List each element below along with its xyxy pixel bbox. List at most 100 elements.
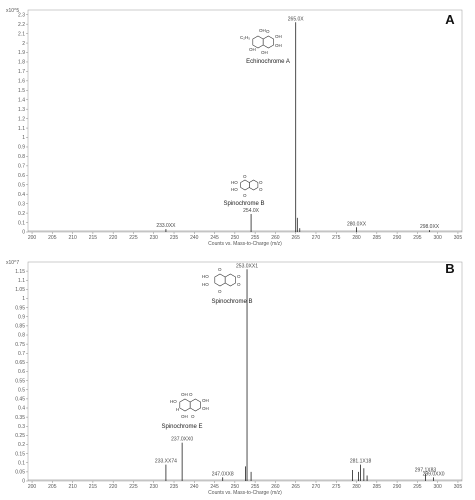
x-tick-label: 225 bbox=[129, 235, 138, 241]
x-tick-label: 235 bbox=[170, 235, 179, 241]
y-tick-label: 0.05 bbox=[15, 470, 25, 476]
x-tick-label: 250 bbox=[231, 484, 240, 490]
x-tick-label: 210 bbox=[68, 235, 77, 241]
svg-text:OH: OH bbox=[202, 398, 209, 403]
svg-text:HO: HO bbox=[202, 274, 209, 279]
svg-text:O: O bbox=[237, 282, 241, 287]
compound-name: Spinochrome B bbox=[211, 299, 252, 305]
svg-text:O: O bbox=[218, 289, 222, 294]
x-tick-label: 240 bbox=[190, 235, 199, 241]
svg-text:OH: OH bbox=[259, 28, 266, 33]
x-tick-label: 240 bbox=[190, 484, 199, 490]
peak-label: 253.0XX1 bbox=[236, 263, 258, 269]
x-tick-label: 295 bbox=[413, 235, 422, 241]
compound-name-secondary: Spinochrome E bbox=[161, 424, 202, 430]
svg-text:O: O bbox=[243, 193, 247, 198]
y-tick-label: 1 bbox=[22, 135, 25, 141]
y-tick-label: 0.1 bbox=[18, 460, 25, 466]
compound-name: Echinochrome A bbox=[246, 59, 290, 65]
y-tick-label: 0.2 bbox=[18, 442, 25, 448]
y-tick-label: 2.1 bbox=[18, 31, 25, 37]
peak-label: 233.XX74 bbox=[155, 459, 177, 465]
x-tick-label: 255 bbox=[251, 484, 260, 490]
y-tick-label: 0.95 bbox=[15, 305, 25, 311]
svg-text:OH: OH bbox=[249, 47, 256, 52]
y-tick-label: 1 bbox=[22, 296, 25, 302]
x-tick-label: 245 bbox=[210, 235, 219, 241]
y-tick-label: 0.7 bbox=[18, 351, 25, 357]
y-tick-label: 0.5 bbox=[18, 182, 25, 188]
x-axis-label: Counts vs. Mass-to-Charge (m/z) bbox=[208, 241, 282, 247]
y-tick-label: 0.3 bbox=[18, 424, 25, 430]
y-tick-label: 1.6 bbox=[18, 79, 25, 85]
x-tick-label: 200 bbox=[28, 484, 37, 490]
y-tick-label: 1.7 bbox=[18, 69, 25, 75]
x-axis-label: Counts vs. Mass-to-Charge (m/z) bbox=[208, 490, 282, 496]
x-tick-label: 215 bbox=[89, 484, 98, 490]
svg-text:OH: OH bbox=[275, 43, 282, 48]
x-tick-label: 290 bbox=[393, 484, 402, 490]
y-tick-label: 1.4 bbox=[18, 97, 25, 103]
y-tick-label: 2.2 bbox=[18, 22, 25, 28]
x-tick-label: 295 bbox=[413, 484, 422, 490]
panel-label: A bbox=[445, 12, 455, 27]
svg-text:OH: OH bbox=[181, 392, 188, 397]
peak-label: 265.0X bbox=[288, 16, 305, 22]
y-tick-label: 2 bbox=[22, 41, 25, 47]
compound-name-secondary: Spinochrome B bbox=[223, 201, 264, 207]
x-tick-label: 265 bbox=[292, 484, 301, 490]
y-tick-label: 2.3 bbox=[18, 12, 25, 18]
spinochrome-b-structure-a: HO HO O O O O bbox=[231, 174, 263, 198]
y-tick-label: 1.8 bbox=[18, 60, 25, 66]
svg-text:O: O bbox=[243, 174, 247, 179]
peak-label: 233.0XX bbox=[156, 223, 176, 229]
y-tick-label: 0.65 bbox=[15, 360, 25, 366]
y-tick-label: 1.5 bbox=[18, 88, 25, 94]
svg-text:OH: OH bbox=[275, 34, 282, 39]
svg-text:C₂H₅: C₂H₅ bbox=[240, 35, 250, 40]
y-tick-label: 0.55 bbox=[15, 378, 25, 384]
y-tick-label: 0 bbox=[22, 479, 25, 485]
y-tick-label: 0.35 bbox=[15, 415, 25, 421]
y-tick-label: 0.8 bbox=[18, 154, 25, 160]
y-tick-label: 0.5 bbox=[18, 387, 25, 393]
y-tick-label: 0.3 bbox=[18, 201, 25, 207]
peak-label: 297.1X83 bbox=[415, 468, 437, 474]
y-tick-label: 1.1 bbox=[18, 278, 25, 284]
y-tick-label: 1.9 bbox=[18, 50, 25, 56]
x-tick-label: 285 bbox=[373, 235, 382, 241]
y-tick-label: 1.1 bbox=[18, 126, 25, 132]
svg-text:HO: HO bbox=[231, 180, 238, 185]
peak-label: 254.0X bbox=[243, 208, 260, 214]
y-tick-label: 0.85 bbox=[15, 324, 25, 330]
svg-text:HO: HO bbox=[202, 282, 209, 287]
y-tick-label: 0.4 bbox=[18, 406, 25, 412]
peak-label: 298.0XX bbox=[420, 224, 440, 230]
y-scale-label: x10^7 bbox=[6, 260, 19, 266]
x-tick-label: 300 bbox=[433, 235, 442, 241]
x-tick-label: 225 bbox=[129, 484, 138, 490]
svg-text:O: O bbox=[259, 187, 263, 192]
x-tick-label: 270 bbox=[312, 235, 321, 241]
peak-label: 281.1X18 bbox=[350, 459, 372, 465]
svg-text:O: O bbox=[266, 29, 270, 34]
spinochrome-e-structure: HO H OH OH OH O OH O bbox=[170, 392, 209, 419]
x-tick-label: 265 bbox=[292, 235, 301, 241]
y-tick-label: 1.3 bbox=[18, 107, 25, 113]
x-tick-label: 300 bbox=[433, 484, 442, 490]
y-scale-label: x10^5 bbox=[6, 8, 19, 14]
x-tick-label: 280 bbox=[352, 484, 361, 490]
y-tick-label: 0.7 bbox=[18, 164, 25, 170]
svg-text:O: O bbox=[191, 414, 195, 419]
peak-label: 280.0XX bbox=[347, 221, 367, 227]
echinochrome-a-structure: C₂H₅ OH OH OH OH O OH bbox=[240, 28, 282, 55]
x-tick-label: 260 bbox=[271, 484, 280, 490]
y-tick-label: 0.4 bbox=[18, 192, 25, 198]
spectrum-panel-b: x10^7 0 0.05 0.1 0.15 0.2 0.25 0.3 0.35 0.4 0.45 0.… bbox=[6, 260, 462, 496]
svg-text:HO: HO bbox=[231, 187, 238, 192]
y-tick-label: 0.2 bbox=[18, 211, 25, 217]
spinochrome-b-structure-b: HO HO O O O O bbox=[202, 267, 241, 294]
x-tick-label: 255 bbox=[251, 235, 260, 241]
y-tick-label: 0.9 bbox=[18, 314, 25, 320]
plot-frame bbox=[27, 9, 463, 233]
